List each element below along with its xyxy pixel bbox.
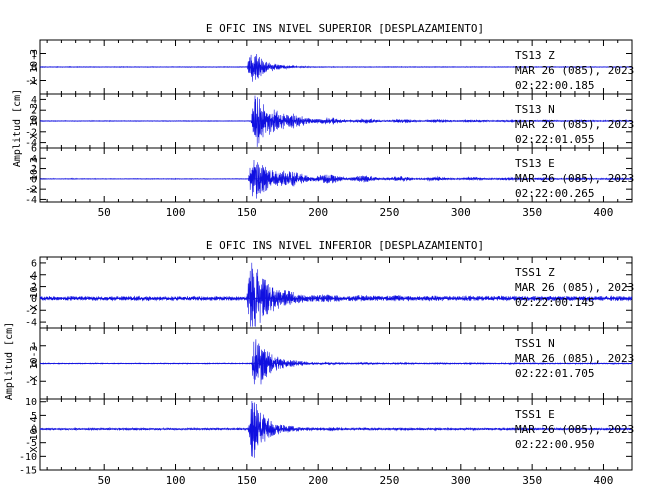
y-axis-label: Amplitud [cm] <box>4 322 15 400</box>
y-tick-label: -1 <box>25 76 37 87</box>
y-tick-label: 10 <box>25 397 37 408</box>
x-tick-label: 300 <box>451 474 471 487</box>
x-tick-label: 350 <box>522 474 542 487</box>
station-label: TS13 N <box>515 103 555 116</box>
x-tick-label: 200 <box>308 206 328 219</box>
y-tick-label: 2 <box>31 282 37 293</box>
x-tick-label: 300 <box>451 206 471 219</box>
y-tick-label: 4 <box>31 154 37 165</box>
y-tick-label: 0 <box>31 174 37 185</box>
y-tick-label: -4 <box>25 138 37 149</box>
chart-title: E OFIC INS NIVEL INFERIOR [DESPLAZAMIENT… <box>206 239 484 252</box>
scale-label: X 10-3 <box>29 49 40 85</box>
x-tick-label: 400 <box>594 474 614 487</box>
date-label: MAR 26 (085), 2023 <box>515 352 634 365</box>
scale-label: X 10-3 <box>29 345 40 381</box>
panel-frame <box>39 147 633 203</box>
x-tick-label: 350 <box>522 206 542 219</box>
y-tick-label: -5 <box>25 438 37 449</box>
y-tick-label: 6 <box>31 144 37 155</box>
scale-label: X 10-3 <box>29 157 40 193</box>
y-tick-label: 1 <box>31 49 37 60</box>
x-tick-label: 100 <box>166 206 186 219</box>
y-tick-label: 4 <box>31 95 37 106</box>
station-label: TSS1 N <box>515 337 555 350</box>
time-label: 02:22:00.265 <box>515 187 594 200</box>
time-label: 02:22:01.055 <box>515 133 594 146</box>
x-tick-label: 50 <box>98 474 111 487</box>
y-tick-label: 2 <box>31 164 37 175</box>
y-tick-label: 0 <box>31 294 37 305</box>
y-tick-label: -10 <box>19 452 37 463</box>
x-tick-label: 150 <box>237 206 257 219</box>
y-tick-label: 0 <box>31 359 37 370</box>
panel-ts13-z: -1 0 1X 10-3 TS13 Z MAR 26 (085), 2023 02:22:… <box>25 39 634 95</box>
waveform-trace <box>39 262 633 327</box>
x-tick-label: 200 <box>308 474 328 487</box>
y-tick-label: -1 <box>25 377 37 388</box>
y-tick-label: -2 <box>25 185 37 196</box>
time-label: 02:22:00.950 <box>515 438 594 451</box>
x-tick-label: 100 <box>166 474 186 487</box>
y-tick-label: 4 <box>31 270 37 281</box>
scale-label: X 10-4 <box>29 416 40 452</box>
panel-frame <box>39 398 633 471</box>
x-tick-label: 250 <box>380 474 400 487</box>
y-tick-label: -4 <box>25 318 37 329</box>
date-label: MAR 26 (085), 2023 <box>515 172 634 185</box>
y-tick-label: 1 <box>31 341 37 352</box>
station-label: TSS1 E <box>515 408 555 421</box>
date-label: MAR 26 (085), 2023 <box>515 64 634 77</box>
date-label: MAR 26 (085), 2023 <box>515 423 634 436</box>
time-label: 02:22:00.185 <box>515 79 594 92</box>
scale-label: X 10-3 <box>29 103 40 139</box>
time-label: 02:22:00.145 <box>515 296 594 309</box>
panel-tss1-n: -1 0 1X 10-3 TSS1 N MAR 26 (085), 2023 02:22:… <box>25 327 634 400</box>
date-label: MAR 26 (085), 2023 <box>515 281 634 294</box>
y-tick-label: 0 <box>31 425 37 436</box>
y-tick-label: -2 <box>25 306 37 317</box>
y-tick-label: -2 <box>25 127 37 138</box>
y-axis-label: Amplitud [cm] <box>12 89 23 167</box>
y-tick-label: 5 <box>31 411 37 422</box>
station-label: TSS1 Z <box>515 266 555 279</box>
time-label: 02:22:01.705 <box>515 367 594 380</box>
y-tick-label: 6 <box>31 258 37 269</box>
y-tick-label: -15 <box>19 466 37 477</box>
date-label: MAR 26 (085), 2023 <box>515 118 634 131</box>
y-tick-label: 0 <box>31 117 37 128</box>
chart-title: E OFIC INS NIVEL SUPERIOR [DESPLAZAMIENT… <box>206 22 484 35</box>
panel-tss1-e: -15 -10 -5 0 5 10 X 10-4 TSS1 E MAR 26 (085), 20… <box>19 397 634 476</box>
y-tick-label: 0 <box>31 63 37 74</box>
chart-group-lower: E OFIC INS NIVEL INFERIOR [DESPLAZAMIENT… <box>4 239 634 487</box>
y-tick-label: -4 <box>25 195 37 206</box>
chart-group-upper: E OFIC INS NIVEL SUPERIOR [DESPLAZAMIENT… <box>12 22 634 219</box>
x-tick-label: 150 <box>237 474 257 487</box>
y-tick-label: 2 <box>31 106 37 117</box>
station-label: TS13 E <box>515 157 555 170</box>
x-tick-label: 250 <box>380 206 400 219</box>
station-label: TS13 Z <box>515 49 555 62</box>
scale-label: X 10-4 <box>29 274 40 310</box>
x-tick-label: 400 <box>594 206 614 219</box>
x-tick-label: 50 <box>98 206 111 219</box>
